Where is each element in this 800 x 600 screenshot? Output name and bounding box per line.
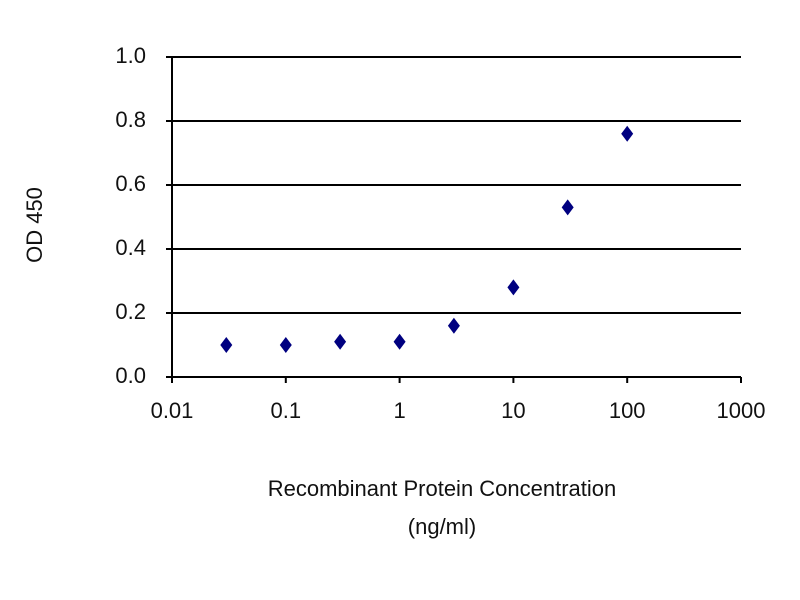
marker: [279, 337, 292, 353]
marker: [621, 125, 634, 142]
y-tick-label: 0.0: [115, 363, 146, 388]
x-tick-label: 0.01: [151, 398, 194, 423]
y-tick-label: 0.6: [115, 171, 146, 196]
marker: [447, 317, 460, 334]
x-tick-label: 0.1: [271, 398, 302, 423]
y-tick-label: 1.0: [115, 43, 146, 68]
x-tick-label: 1: [393, 398, 405, 423]
y-tick-label: 0.2: [115, 299, 146, 324]
x-tick-label: 1000: [717, 398, 766, 423]
marker: [393, 333, 406, 350]
x-axis-label: (ng/ml): [408, 514, 476, 539]
y-tick-label: 0.8: [115, 107, 146, 132]
marker: [561, 199, 574, 216]
y-tick-label: 0.4: [115, 235, 146, 260]
marker: [507, 279, 520, 296]
y-axis-label: OD 450: [22, 187, 47, 263]
marker: [334, 333, 347, 350]
x-tick-label: 10: [501, 398, 525, 423]
marker: [220, 337, 233, 353]
x-tick-label: 100: [609, 398, 646, 423]
x-axis-label: Recombinant Protein Concentration: [268, 476, 617, 501]
